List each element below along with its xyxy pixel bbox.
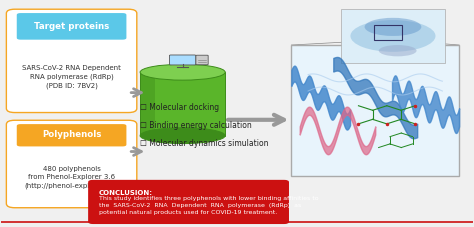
Ellipse shape (140, 65, 225, 81)
Bar (374, 25, 402, 41)
Text: SARS-CoV-2 RNA Dependent
RNA polymerase (RdRp)
(PDB ID: 7BV2): SARS-CoV-2 RNA Dependent RNA polymerase … (22, 65, 121, 89)
Text: Target proteins: Target proteins (34, 21, 109, 30)
Text: ☐ Binding energy calculation: ☐ Binding energy calculation (140, 120, 252, 129)
Text: CONCLUSION:: CONCLUSION: (99, 190, 153, 195)
Text: ☐ Molecular dynamics simulation: ☐ Molecular dynamics simulation (140, 138, 269, 147)
Text: This study identifies three polyphenols with lower binding affinities to
the  SA: This study identifies three polyphenols … (99, 195, 318, 214)
FancyBboxPatch shape (88, 180, 289, 224)
FancyBboxPatch shape (17, 14, 127, 40)
FancyBboxPatch shape (6, 121, 137, 208)
Ellipse shape (350, 21, 436, 53)
Ellipse shape (365, 19, 421, 37)
Bar (140, 73, 225, 136)
FancyBboxPatch shape (6, 10, 137, 113)
FancyBboxPatch shape (169, 56, 196, 66)
Ellipse shape (379, 46, 417, 57)
Text: ☐ Molecular docking: ☐ Molecular docking (140, 102, 219, 111)
Ellipse shape (140, 128, 225, 144)
Bar (341, 10, 445, 64)
Bar (140, 73, 155, 136)
Text: 480 polyphenols
from Phenol-Explorer 3.6
(http://phenol-explorer.eu/): 480 polyphenols from Phenol-Explorer 3.6… (24, 165, 119, 189)
FancyBboxPatch shape (196, 56, 208, 65)
FancyBboxPatch shape (292, 46, 459, 177)
Text: Polyphenols: Polyphenols (42, 130, 101, 139)
FancyBboxPatch shape (17, 125, 127, 147)
